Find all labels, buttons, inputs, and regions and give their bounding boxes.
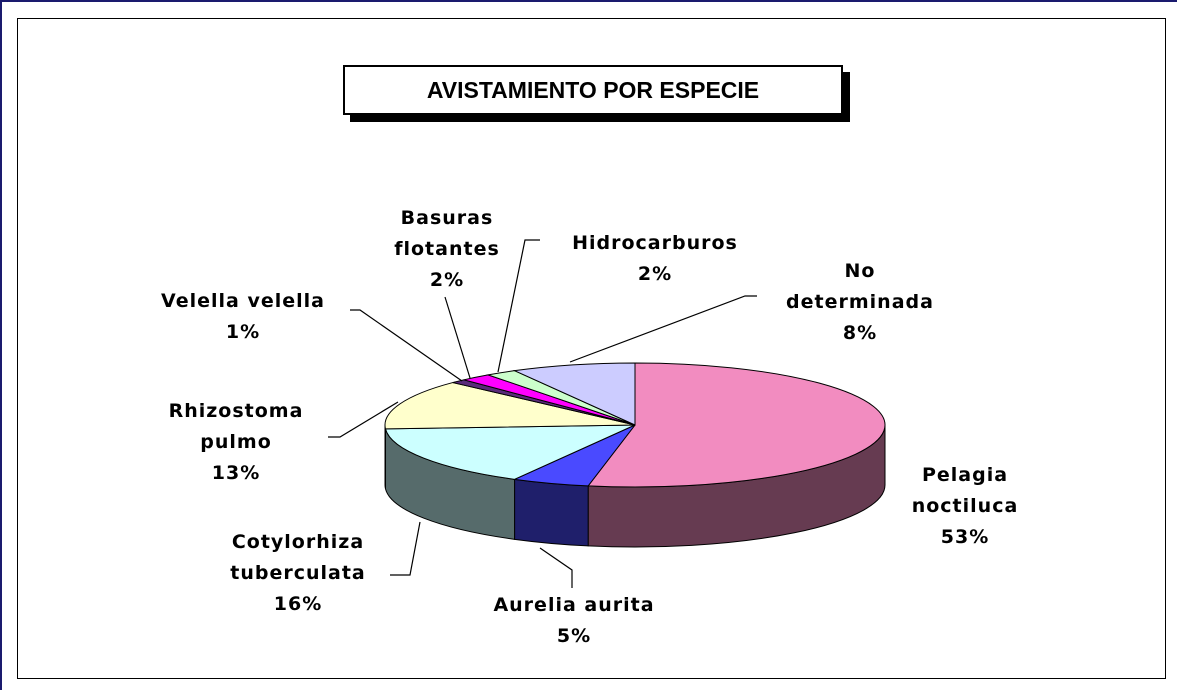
slice-name: Aurelia aurita (493, 594, 655, 616)
slice-label: Hidrocarburos 2% (525, 228, 785, 290)
pie-slice (512, 362, 636, 426)
leader-line (390, 521, 421, 576)
slice-label: Rhizostoma pulmo 13% (151, 396, 321, 489)
pie-slice (384, 424, 636, 480)
slice-value: 53% (940, 526, 990, 548)
chart-title: AVISTAMIENTO POR ESPECIE (343, 65, 843, 115)
pie-slice (384, 382, 636, 430)
slice-value: 13% (211, 462, 261, 484)
slice-value: 16% (273, 593, 323, 615)
leader-line (350, 309, 463, 382)
slice-value: 5% (556, 625, 592, 647)
leader-line (328, 401, 399, 438)
slice-label: Cotylorhiza tuberculata 16% (208, 527, 388, 620)
slice-label: No determinada 8% (770, 256, 950, 349)
leader-line (569, 295, 757, 363)
leader-line (539, 547, 573, 588)
slice-value: 2% (637, 263, 673, 285)
slice-name: Rhizostoma pulmo (168, 400, 304, 453)
slice-value: 1% (225, 321, 261, 343)
slice-label: Pelagia noctiluca 53% (890, 460, 1040, 553)
plot-frame (17, 18, 1166, 679)
slice-name: Cotylorhiza tuberculata (230, 531, 366, 584)
slice-name: Pelagia noctiluca (911, 464, 1019, 517)
leader-line (497, 239, 540, 373)
slice-name: Hidrocarburos (572, 232, 738, 254)
slice-name: Velella velella (161, 290, 325, 312)
slice-label: Velella velella 1% (113, 286, 373, 348)
slice-value: 8% (842, 322, 878, 344)
slice-name: No determinada (786, 260, 934, 313)
pie-side (514, 478, 589, 547)
slice-label: Aurelia aurita 5% (444, 590, 704, 652)
slice-value: 2% (429, 269, 465, 291)
leader-line (444, 296, 471, 379)
slice-name: Basuras flotantes (394, 207, 500, 260)
pie-slice (587, 362, 886, 488)
slice-label: Basuras flotantes 2% (367, 203, 527, 296)
